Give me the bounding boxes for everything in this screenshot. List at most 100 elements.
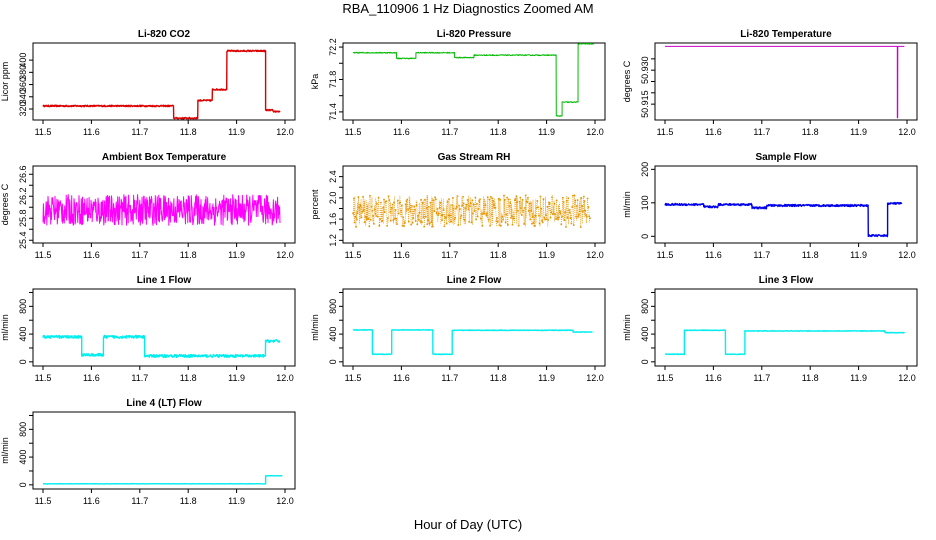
data-point: [584, 209, 587, 212]
data-point: [366, 218, 368, 221]
data-point: [406, 198, 408, 201]
data-point: [383, 198, 385, 201]
y-tick-label: 320: [18, 101, 28, 116]
data-point: [542, 198, 545, 200]
x-tick-label: 11.9: [538, 250, 555, 260]
data-point: [585, 214, 587, 216]
data-point: [576, 199, 579, 201]
x-tick-label: 11.8: [802, 373, 819, 383]
data-point: [563, 219, 566, 221]
y-tick-label: 100: [640, 195, 650, 210]
panel-title: Li-820 Pressure: [437, 29, 512, 40]
data-point: [588, 215, 590, 218]
data-point: [422, 216, 425, 219]
data-point: [537, 206, 539, 209]
data-point: [521, 214, 523, 216]
data-point: [515, 195, 518, 197]
data-point: [511, 215, 513, 217]
data-point: [463, 219, 466, 221]
data-point: [391, 203, 394, 206]
data-point: [531, 216, 534, 218]
data-point: [577, 215, 580, 218]
data-point: [445, 216, 447, 219]
data-point: [475, 218, 477, 221]
data-point: [421, 202, 424, 204]
data-point: [496, 217, 498, 219]
data-point: [513, 217, 515, 220]
data-point: [408, 207, 411, 210]
data-point: [357, 196, 360, 198]
data-point: [382, 206, 384, 209]
data-point: [508, 205, 511, 207]
data-point: [352, 212, 354, 215]
data-point: [502, 218, 504, 221]
data-point: [442, 213, 444, 216]
chart-panel-line4: Line 4 (LT) Flow ml/min 11.5 11.6 11.7 11.8 11…: [0, 398, 296, 506]
x-tick-label: 11.6: [705, 250, 722, 260]
data-point: [473, 203, 475, 206]
data-point: [399, 201, 401, 204]
data-point: [550, 211, 552, 214]
y-axis-label: ml/min: [622, 191, 632, 218]
panel-title: Li-820 CO2: [138, 29, 191, 40]
y-tick-label: 0: [640, 359, 650, 364]
data-point: [487, 218, 490, 221]
data-point: [562, 197, 564, 199]
data-point: [428, 222, 431, 225]
data-point: [553, 203, 556, 205]
data-point: [524, 207, 526, 209]
data-point: [418, 211, 421, 214]
data-point: [353, 221, 356, 224]
data-point: [540, 207, 542, 210]
x-tick-label: 11.5: [35, 127, 52, 137]
data-point: [535, 214, 537, 217]
data-point: [438, 212, 440, 215]
x-tick-label: 11.9: [228, 250, 245, 260]
x-tick-label: 11.9: [228, 496, 245, 506]
data-point: [504, 199, 506, 201]
data-point: [479, 198, 481, 200]
data-point: [369, 195, 371, 197]
data-point: [408, 220, 410, 223]
data-point: [387, 195, 390, 198]
data-point: [373, 223, 375, 225]
data-point: [564, 211, 566, 214]
x-tick-label: 11.5: [657, 127, 674, 137]
x-tick-label: 11.5: [35, 373, 52, 383]
data-point: [405, 200, 408, 202]
data-point: [458, 204, 460, 207]
data-point: [368, 225, 371, 228]
data-point: [380, 201, 382, 204]
x-tick-label: 11.7: [753, 373, 770, 383]
data-point: [551, 196, 553, 199]
data-point: [462, 196, 464, 198]
y-tick-label: 71.8: [328, 71, 338, 89]
data-point: [411, 205, 413, 207]
data-point: [570, 222, 573, 225]
data-point: [452, 197, 454, 199]
data-point: [386, 225, 388, 227]
data-point: [572, 224, 575, 226]
x-tick-label: 11.8: [180, 127, 197, 137]
data-point: [404, 222, 406, 224]
data-point: [439, 201, 442, 204]
data-point: [565, 226, 567, 228]
data-point: [484, 204, 487, 207]
y-tick-label: 800: [18, 422, 28, 437]
data-point: [486, 212, 488, 214]
y-tick-label: 50.915: [640, 90, 650, 118]
data-point: [511, 223, 514, 226]
data-point: [571, 206, 573, 208]
data-point: [520, 207, 522, 209]
data-point: [549, 216, 552, 219]
y-tick-label: 0: [640, 234, 650, 239]
data-point: [358, 206, 360, 208]
y-tick-label: 340: [18, 89, 28, 104]
data-point: [518, 200, 521, 203]
data-point: [402, 216, 405, 219]
data-line: [664, 45, 905, 119]
data-point: [359, 203, 361, 206]
y-tick-label: 1.2: [328, 234, 338, 247]
x-tick-label: 11.5: [345, 127, 362, 137]
data-point: [448, 198, 450, 200]
